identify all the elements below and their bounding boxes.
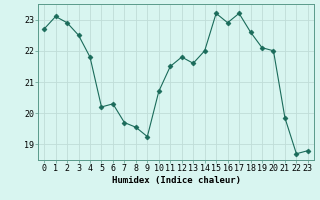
X-axis label: Humidex (Indice chaleur): Humidex (Indice chaleur)	[111, 176, 241, 185]
